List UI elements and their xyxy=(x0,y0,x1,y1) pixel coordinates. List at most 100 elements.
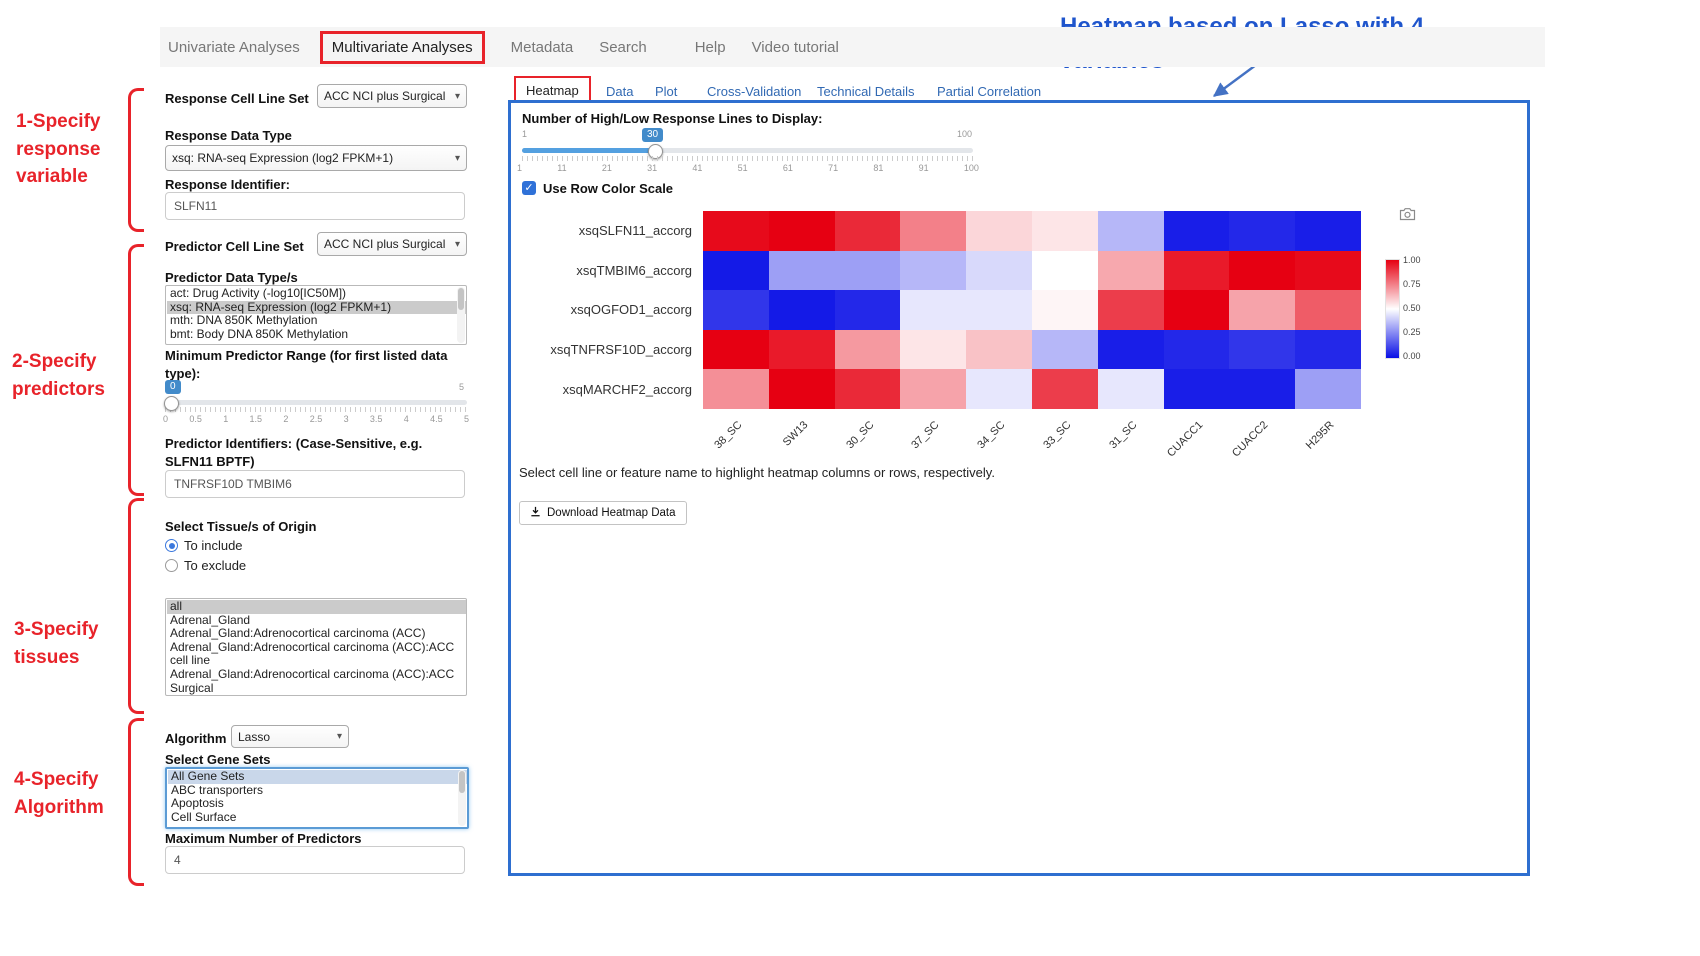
heatmap-cell[interactable] xyxy=(966,329,1032,370)
heatmap-cell[interactable] xyxy=(1032,211,1098,251)
nav-metadata[interactable]: Metadata xyxy=(510,38,574,56)
response-cell-line-set-select[interactable]: ACC NCI plus Surgical ▾ xyxy=(317,84,467,108)
heatmap-cell[interactable] xyxy=(1229,250,1296,291)
heatmap-col-label[interactable]: CUACC1 xyxy=(1164,419,1205,460)
tab-cross-validation[interactable]: Cross-Validation xyxy=(707,84,802,99)
listbox-option[interactable]: mth: DNA 850K Methylation xyxy=(170,313,318,328)
heatmap-cell[interactable] xyxy=(900,369,967,409)
heatmap-cell[interactable] xyxy=(900,290,967,330)
heatmap-cell[interactable] xyxy=(966,250,1032,291)
heatmap-cell[interactable] xyxy=(1295,329,1361,370)
predictor-cell-line-set-select[interactable]: ACC NCI plus Surgical ▾ xyxy=(317,232,467,256)
slider-track[interactable] xyxy=(522,148,973,153)
row-color-scale-checkbox[interactable]: ✓ xyxy=(522,181,536,195)
scrollbar[interactable] xyxy=(457,287,465,343)
heatmap-cell[interactable] xyxy=(1097,250,1164,291)
heatmap-cell[interactable] xyxy=(1295,211,1361,251)
tab-data[interactable]: Data xyxy=(606,84,634,99)
heatmap-cell[interactable] xyxy=(1229,329,1296,370)
heatmap-row-label[interactable]: xsqSLFN11_accorg xyxy=(578,223,692,239)
nav-video-tutorial[interactable]: Video tutorial xyxy=(751,38,839,56)
heatmap-cell[interactable] xyxy=(1229,290,1296,330)
heatmap-col-label[interactable]: 31_SC xyxy=(1106,419,1140,452)
tissue-exclude-radio[interactable]: To exclude xyxy=(165,558,246,573)
listbox-option[interactable]: xsq: RNA-seq Expression (log2 FPKM+1) xyxy=(167,300,466,315)
heatmap-cell[interactable] xyxy=(703,369,769,409)
listbox-option[interactable]: Adrenal_Gland:Adrenocortical carcinoma (… xyxy=(170,666,455,695)
tissue-listbox[interactable]: all Adrenal_Gland Adrenal_Gland:Adrenocort… xyxy=(165,598,467,696)
heatmap-cell[interactable] xyxy=(703,211,769,251)
nav-univariate-analyses[interactable]: Univariate Analyses xyxy=(168,38,300,56)
camera-icon[interactable] xyxy=(1399,207,1416,226)
heatmap-col-label[interactable]: CUACC2 xyxy=(1230,419,1271,460)
tab-plot[interactable]: Plot xyxy=(655,84,678,99)
listbox-option[interactable]: All Gene Sets xyxy=(168,769,467,784)
heatmap-cell[interactable] xyxy=(834,329,901,370)
heatmap-cell[interactable] xyxy=(703,329,769,370)
heatmap-cell[interactable] xyxy=(1032,250,1098,291)
nav-help[interactable]: Help xyxy=(694,38,726,56)
heatmap-row-label[interactable]: xsqTNFRSF10D_accorg xyxy=(550,342,692,358)
heatmap-cell[interactable] xyxy=(900,211,967,251)
listbox-option[interactable]: bmt: Body DNA 850K Methylation xyxy=(170,326,349,341)
listbox-option[interactable]: Adrenal_Gland:Adrenocortical carcinoma (… xyxy=(170,626,426,641)
gene-sets-listbox[interactable]: All Gene Sets ABC transporters Apoptosis Ce… xyxy=(165,767,469,829)
heatmap-cell[interactable] xyxy=(768,211,835,251)
max-predictors-input[interactable] xyxy=(165,846,465,874)
heatmap-cell[interactable] xyxy=(966,290,1032,330)
heatmap-cell[interactable] xyxy=(1032,369,1098,409)
scrollbar[interactable] xyxy=(458,770,466,826)
tissue-include-radio[interactable]: To include xyxy=(165,538,243,553)
tab-technical-details[interactable]: Technical Details xyxy=(817,84,915,99)
heatmap-cell[interactable] xyxy=(1295,290,1361,330)
heatmap-cell[interactable] xyxy=(1032,329,1098,370)
heatmap-cell[interactable] xyxy=(1295,250,1361,291)
heatmap-row-label[interactable]: xsqTMBIM6_accorg xyxy=(576,262,692,278)
heatmap-cell[interactable] xyxy=(703,250,769,291)
heatmap-row-label[interactable]: xsqMARCHF2_accorg xyxy=(562,381,692,397)
heatmap-cell[interactable] xyxy=(834,250,901,291)
heatmap-cell[interactable] xyxy=(1032,290,1098,330)
nav-search[interactable]: Search xyxy=(599,38,647,56)
listbox-option[interactable]: Cell Surface xyxy=(171,809,237,824)
heatmap-cell[interactable] xyxy=(1229,211,1296,251)
listbox-option[interactable]: Adrenal_Gland:Adrenocortical carcinoma (… xyxy=(170,639,455,668)
heatmap-row-label[interactable]: xsqOGFOD1_accorg xyxy=(570,302,692,318)
scrollbar-thumb[interactable] xyxy=(458,288,464,310)
heatmap-cell[interactable] xyxy=(834,369,901,409)
listbox-option[interactable]: Apoptosis xyxy=(171,796,224,811)
listbox-option[interactable]: act: Drug Activity (-log10[IC50M]) xyxy=(170,286,347,300)
slider-track[interactable] xyxy=(165,400,467,405)
heatmap-cell[interactable] xyxy=(834,290,901,330)
predictor-data-type-listbox[interactable]: act: Drug Activity (-log10[IC50M]) xsq: R… xyxy=(165,285,467,345)
heatmap-cell[interactable] xyxy=(1097,369,1164,409)
heatmap-cell[interactable] xyxy=(1295,369,1361,409)
heatmap-cell[interactable] xyxy=(1097,329,1164,370)
heatmap-cell[interactable] xyxy=(768,329,835,370)
heatmap-cell[interactable] xyxy=(900,250,967,291)
heatmap-cell[interactable] xyxy=(1163,290,1230,330)
heatmap-cell[interactable] xyxy=(768,250,835,291)
heatmap-cell[interactable] xyxy=(1097,290,1164,330)
heatmap-cell[interactable] xyxy=(1163,369,1230,409)
heatmap-col-label[interactable]: H295R xyxy=(1303,419,1337,452)
heatmap-cell[interactable] xyxy=(1229,369,1296,409)
heatmap-cell[interactable] xyxy=(1163,329,1230,370)
heatmap-cell[interactable] xyxy=(966,211,1032,251)
nav-multivariate-analyses[interactable]: Multivariate Analyses xyxy=(319,30,485,64)
listbox-option[interactable]: Adrenal_Gland xyxy=(170,612,251,627)
heatmap-cell[interactable] xyxy=(768,290,835,330)
algorithm-select[interactable]: Lasso ▾ xyxy=(231,725,349,748)
heatmap-cell[interactable] xyxy=(966,369,1032,409)
response-identifier-input[interactable] xyxy=(165,192,465,220)
heatmap-cell[interactable] xyxy=(1097,211,1164,251)
heatmap-cell[interactable] xyxy=(1163,250,1230,291)
heatmap-col-label[interactable]: 33_SC xyxy=(1041,419,1074,452)
tab-partial-correlation[interactable]: Partial Correlation xyxy=(937,84,1042,99)
predictor-identifiers-input[interactable] xyxy=(165,470,465,498)
heatmap-cell[interactable] xyxy=(768,369,835,409)
listbox-option[interactable]: ABC transporters xyxy=(171,782,264,797)
response-data-type-select[interactable]: xsq: RNA-seq Expression (log2 FPKM+1) ▾ xyxy=(165,145,467,171)
scrollbar-thumb[interactable] xyxy=(459,771,465,793)
heatmap-cell[interactable] xyxy=(834,211,901,251)
